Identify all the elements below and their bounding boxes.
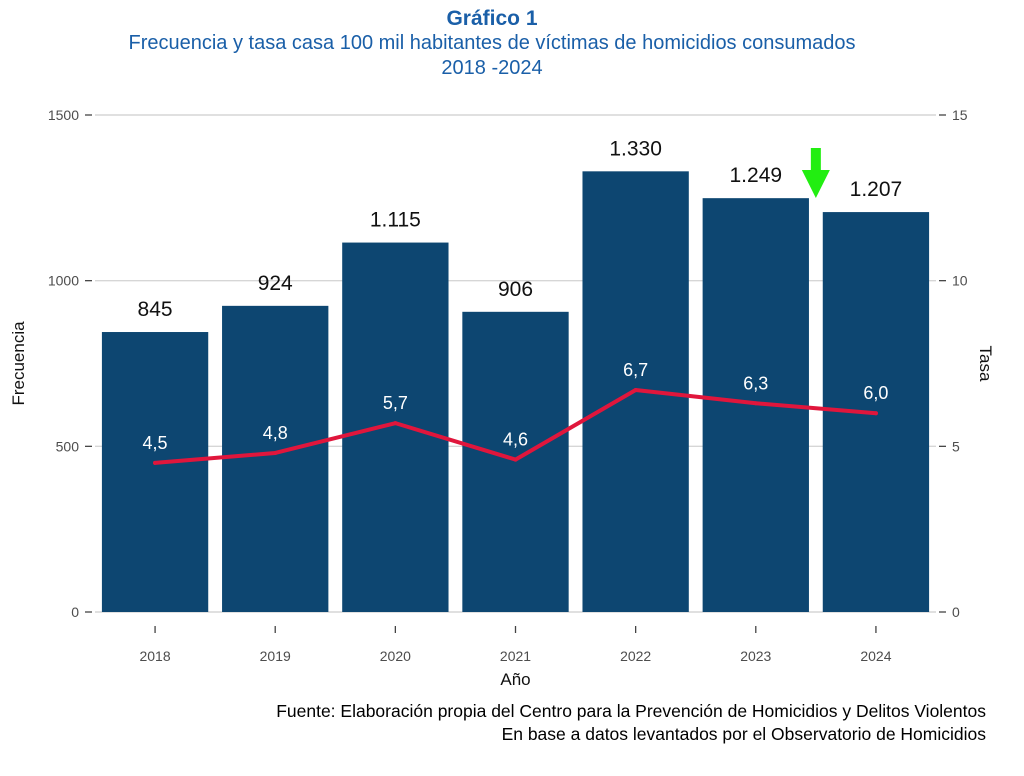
combo-chart: 0 500 1000 1500 0 5 10 15 845 924 1.115 906 1.330 1.2… <box>9 107 995 689</box>
rate-point <box>873 411 878 416</box>
rate-point <box>633 388 638 393</box>
y2-tick-label: 15 <box>952 107 968 123</box>
y2-tick-label: 10 <box>952 273 968 289</box>
y-tick-label: 500 <box>56 438 80 454</box>
chart-subtitle: Frecuencia y tasa casa 100 mil habitante… <box>128 32 856 54</box>
x-tick-label: 2023 <box>740 648 771 664</box>
y-tick-label: 0 <box>71 604 79 620</box>
bar-value-label: 1.207 <box>850 178 903 201</box>
y2-tick-label: 0 <box>952 604 960 620</box>
rate-value-label: 4,8 <box>263 423 288 443</box>
bar-value-label: 1.115 <box>370 209 421 232</box>
rate-value-label: 6,0 <box>863 383 888 403</box>
chart-title-block: Gráfico 1 Frecuencia y tasa casa 100 mil… <box>0 6 984 81</box>
x-tick-label: 2024 <box>860 648 891 664</box>
source-line-2: En base a datos levantados por el Observ… <box>501 724 986 744</box>
source-line-1: Fuente: Elaboración propia del Centro pa… <box>276 701 986 721</box>
rate-value-label: 6,3 <box>743 373 768 393</box>
rate-value-label: 6,7 <box>623 360 648 380</box>
source-note: Fuente: Elaboración propia del Centro pa… <box>276 700 986 746</box>
rate-value-label: 4,6 <box>503 430 528 450</box>
rate-point <box>513 457 518 462</box>
x-tick-label: 2019 <box>260 648 291 664</box>
x-tick-label: 2022 <box>620 648 651 664</box>
bar-value-label: 1.330 <box>609 137 662 160</box>
rate-point <box>273 450 278 455</box>
x-tick-label: 2020 <box>380 648 411 664</box>
chart-subtitle-years: 2018 -2024 <box>441 57 543 79</box>
x-axis-title: Año <box>500 670 530 689</box>
bar-value-label: 845 <box>138 298 173 321</box>
chart-title: Gráfico 1 <box>446 7 538 30</box>
rate-point <box>153 460 158 465</box>
bar-value-label: 1.249 <box>730 164 783 187</box>
y2-tick-label: 5 <box>952 438 960 454</box>
x-tick-label: 2021 <box>500 648 531 664</box>
bar <box>462 311 569 612</box>
arrow-down-icon <box>801 148 830 198</box>
bar <box>342 242 449 612</box>
bar <box>101 332 209 612</box>
y-tick-label: 1500 <box>48 107 79 123</box>
rate-point <box>753 401 758 406</box>
bar-value-label: 906 <box>498 278 533 301</box>
y2-axis-title: Tasa <box>976 346 995 382</box>
bar <box>222 305 329 612</box>
rate-point <box>393 421 398 426</box>
y-tick-label: 1000 <box>48 273 79 289</box>
rate-value-label: 5,7 <box>383 393 408 413</box>
y-axis-title: Frecuencia <box>9 321 28 406</box>
rate-value-label: 4,5 <box>143 433 168 453</box>
bar-value-label: 924 <box>258 272 293 295</box>
x-tick-label: 2018 <box>139 648 170 664</box>
